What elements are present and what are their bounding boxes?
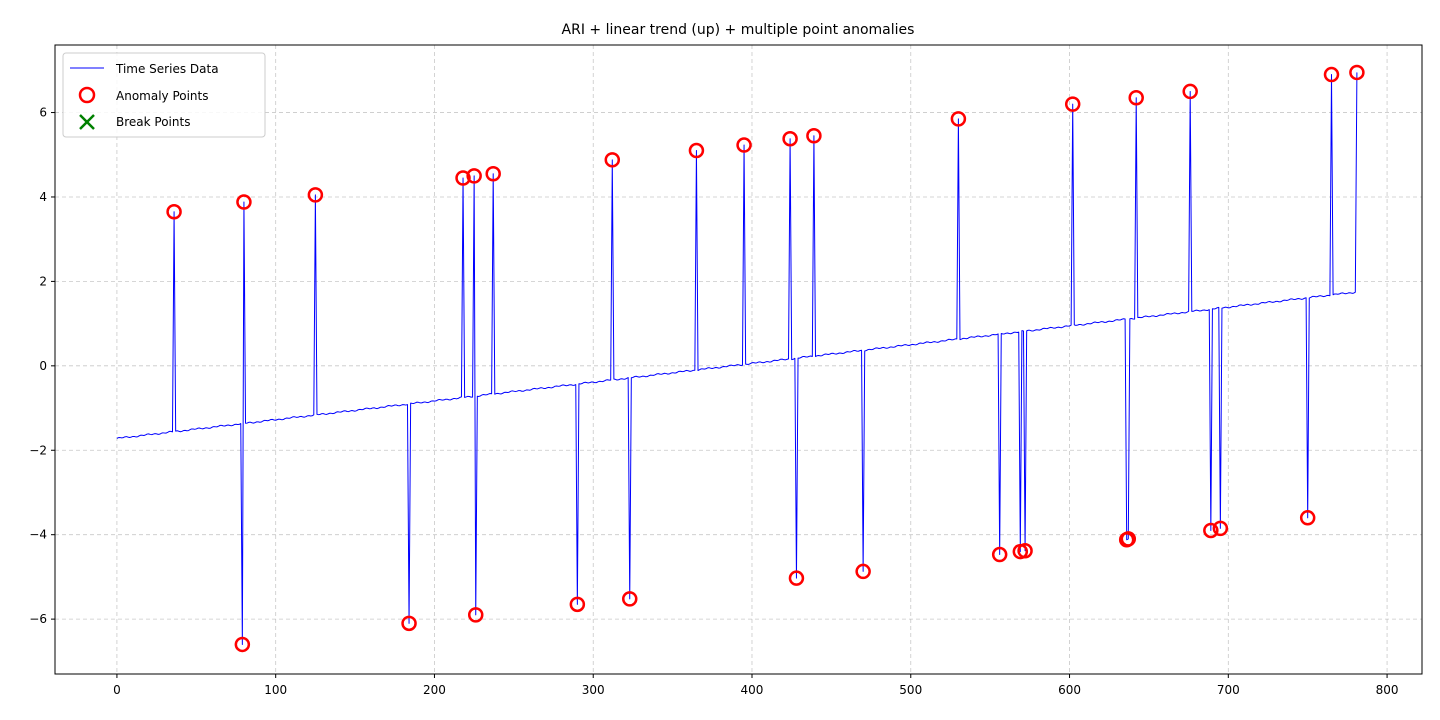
- y-tick-label: −6: [29, 612, 47, 626]
- x-tick-label: 800: [1376, 683, 1399, 697]
- x-tick-label: 200: [423, 683, 446, 697]
- anomaly-point: [950, 111, 967, 127]
- anomaly-point: [1128, 90, 1144, 106]
- chart-title: ARI + linear trend (up) + multiple point…: [562, 22, 915, 38]
- anomaly-point: [604, 152, 621, 168]
- anomaly-point: [736, 137, 752, 153]
- anomaly-point: [991, 546, 1008, 563]
- anomaly-point: [1120, 531, 1137, 547]
- anomaly-point: [1299, 510, 1316, 526]
- anomaly-point: [806, 128, 822, 144]
- anomaly-markers: [166, 64, 1365, 653]
- legend-x-marker: [79, 114, 95, 130]
- legend-label-anomaly-points: Anomaly Points: [116, 89, 209, 103]
- x-tick-label: 600: [1058, 683, 1081, 697]
- series-time-series-data: [116, 72, 1358, 645]
- x-tick-label: 100: [264, 683, 287, 697]
- y-tick-label: 4: [39, 190, 47, 204]
- x-axis: 0 100 200 300 400 500 600 700 800: [113, 674, 1399, 697]
- y-tick-label: 2: [39, 274, 47, 288]
- x-tick-label: 300: [582, 683, 605, 697]
- x-tick-label: 0: [113, 683, 121, 697]
- anomaly-point: [1182, 83, 1198, 100]
- anomaly-point: [485, 166, 501, 182]
- anomaly-point: [166, 203, 182, 220]
- anomaly-point: [234, 636, 251, 653]
- anomaly-point: [1349, 64, 1365, 81]
- y-tick-label: 0: [39, 359, 47, 373]
- legend: Time Series Data Anomaly Points Break Po…: [62, 52, 266, 138]
- anomaly-point: [621, 591, 638, 607]
- anomaly-point: [1203, 522, 1219, 539]
- anomaly-point: [307, 187, 324, 203]
- grid: [55, 45, 1422, 674]
- anomaly-point: [1064, 96, 1081, 112]
- anomaly-point: [688, 142, 705, 159]
- legend-box: [62, 52, 266, 138]
- anomaly-point: [236, 194, 252, 210]
- y-tick-label: 6: [39, 106, 47, 120]
- x-tick-label: 500: [899, 683, 922, 697]
- anomaly-point: [401, 615, 417, 632]
- anomaly-point: [1212, 520, 1229, 537]
- anomaly-point: [466, 168, 482, 184]
- time-series-line: [116, 72, 1358, 645]
- plot-area-frame: [54, 44, 1423, 675]
- legend-label-time-series-data: Time Series Data: [115, 62, 219, 76]
- x-tick-label: 400: [741, 683, 764, 697]
- anomaly-point: [467, 607, 484, 623]
- anomaly-point: [569, 596, 586, 613]
- y-tick-label: −4: [29, 528, 47, 542]
- x-tick-label: 700: [1217, 683, 1240, 697]
- anomaly-point: [1017, 542, 1033, 559]
- anomaly-point: [1323, 66, 1340, 83]
- y-tick-label: −2: [29, 443, 47, 457]
- legend-circle-marker: [78, 86, 96, 104]
- y-axis: −6 −4 −2 0 2 4 6: [29, 106, 55, 626]
- anomaly-point: [455, 170, 471, 186]
- anomaly-point: [855, 563, 871, 580]
- anomaly-point: [788, 570, 805, 586]
- anomaly-point: [782, 130, 798, 147]
- legend-label-break-points: Break Points: [116, 115, 190, 129]
